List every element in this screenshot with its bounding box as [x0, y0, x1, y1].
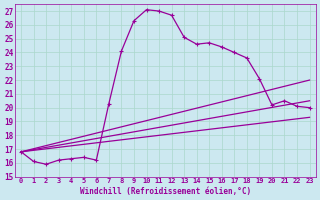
X-axis label: Windchill (Refroidissement éolien,°C): Windchill (Refroidissement éolien,°C) [80, 187, 251, 196]
